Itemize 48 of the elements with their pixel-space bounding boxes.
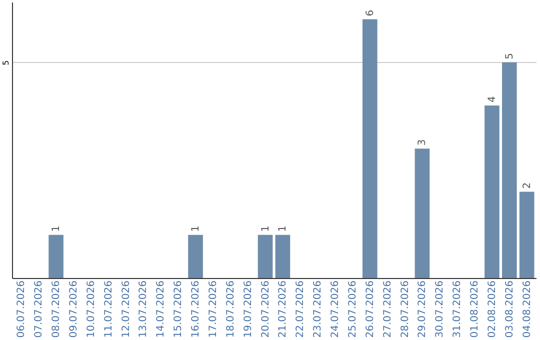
bar	[362, 19, 378, 278]
x-tick-label: 07.07.2026	[34, 280, 45, 338]
data-label: 1	[190, 226, 202, 232]
x-tick-label: 25.07.2026	[347, 280, 358, 338]
bar	[484, 106, 500, 278]
x-tick-label: 24.07.2026	[330, 280, 342, 338]
x-tick-label: 31.07.2026	[452, 280, 464, 338]
x-tick-label: 17.07.2026	[208, 280, 219, 338]
bar	[258, 234, 273, 278]
bar	[414, 148, 430, 278]
x-tick-label: 26.07.2026	[364, 280, 376, 338]
bar	[188, 234, 203, 278]
data-label: 1	[260, 226, 272, 232]
x-tick-label: 29.07.2026	[417, 280, 428, 338]
bar	[519, 192, 534, 278]
x-tick-label: 12.07.2026	[120, 280, 132, 338]
x-tick-label: 27.07.2026	[382, 280, 394, 338]
x-tick-label: 13.07.2026	[138, 280, 150, 338]
x-tick-label: 08.07.2026	[51, 280, 62, 338]
x-tick-label: 18.07.2026	[225, 280, 236, 338]
x-tick-label: 23.07.2026	[312, 280, 324, 338]
data-label: 6	[364, 10, 376, 16]
x-tick-label: 04.08.2026	[522, 280, 533, 338]
bar	[275, 234, 290, 278]
x-tick-label: 06.07.2026	[16, 280, 28, 338]
x-tick-label: 02.08.2026	[486, 280, 498, 338]
x-tick-label: 09.07.2026	[68, 280, 80, 338]
x-tick-label: 01.08.2026	[470, 280, 481, 338]
x-tick-label: 21.07.2026	[278, 280, 289, 338]
data-label: 2	[522, 182, 533, 189]
x-tick-label: 03.08.2026	[504, 280, 516, 338]
data-label: 3	[417, 139, 428, 146]
x-tick-label: 20.07.2026	[260, 280, 272, 338]
x-tick-label: 10.07.2026	[86, 280, 97, 338]
data-label: 4	[486, 96, 498, 102]
x-tick-label: 30.07.2026	[434, 280, 446, 338]
data-label: 1	[51, 226, 62, 232]
x-tick-label: 19.07.2026	[242, 280, 254, 338]
x-tick-label: 15.07.2026	[173, 280, 184, 338]
x-tick-label: 22.07.2026	[295, 280, 306, 338]
data-label: 5	[504, 53, 516, 60]
x-tick-label: 16.07.2026	[190, 280, 202, 338]
bar	[502, 62, 517, 278]
data-label: 1	[278, 226, 289, 232]
bar	[48, 234, 64, 278]
x-tick-label: 14.07.2026	[156, 280, 167, 338]
x-tick-label: 11.07.2026	[103, 280, 114, 338]
x-tick-label: 28.07.2026	[400, 280, 411, 338]
